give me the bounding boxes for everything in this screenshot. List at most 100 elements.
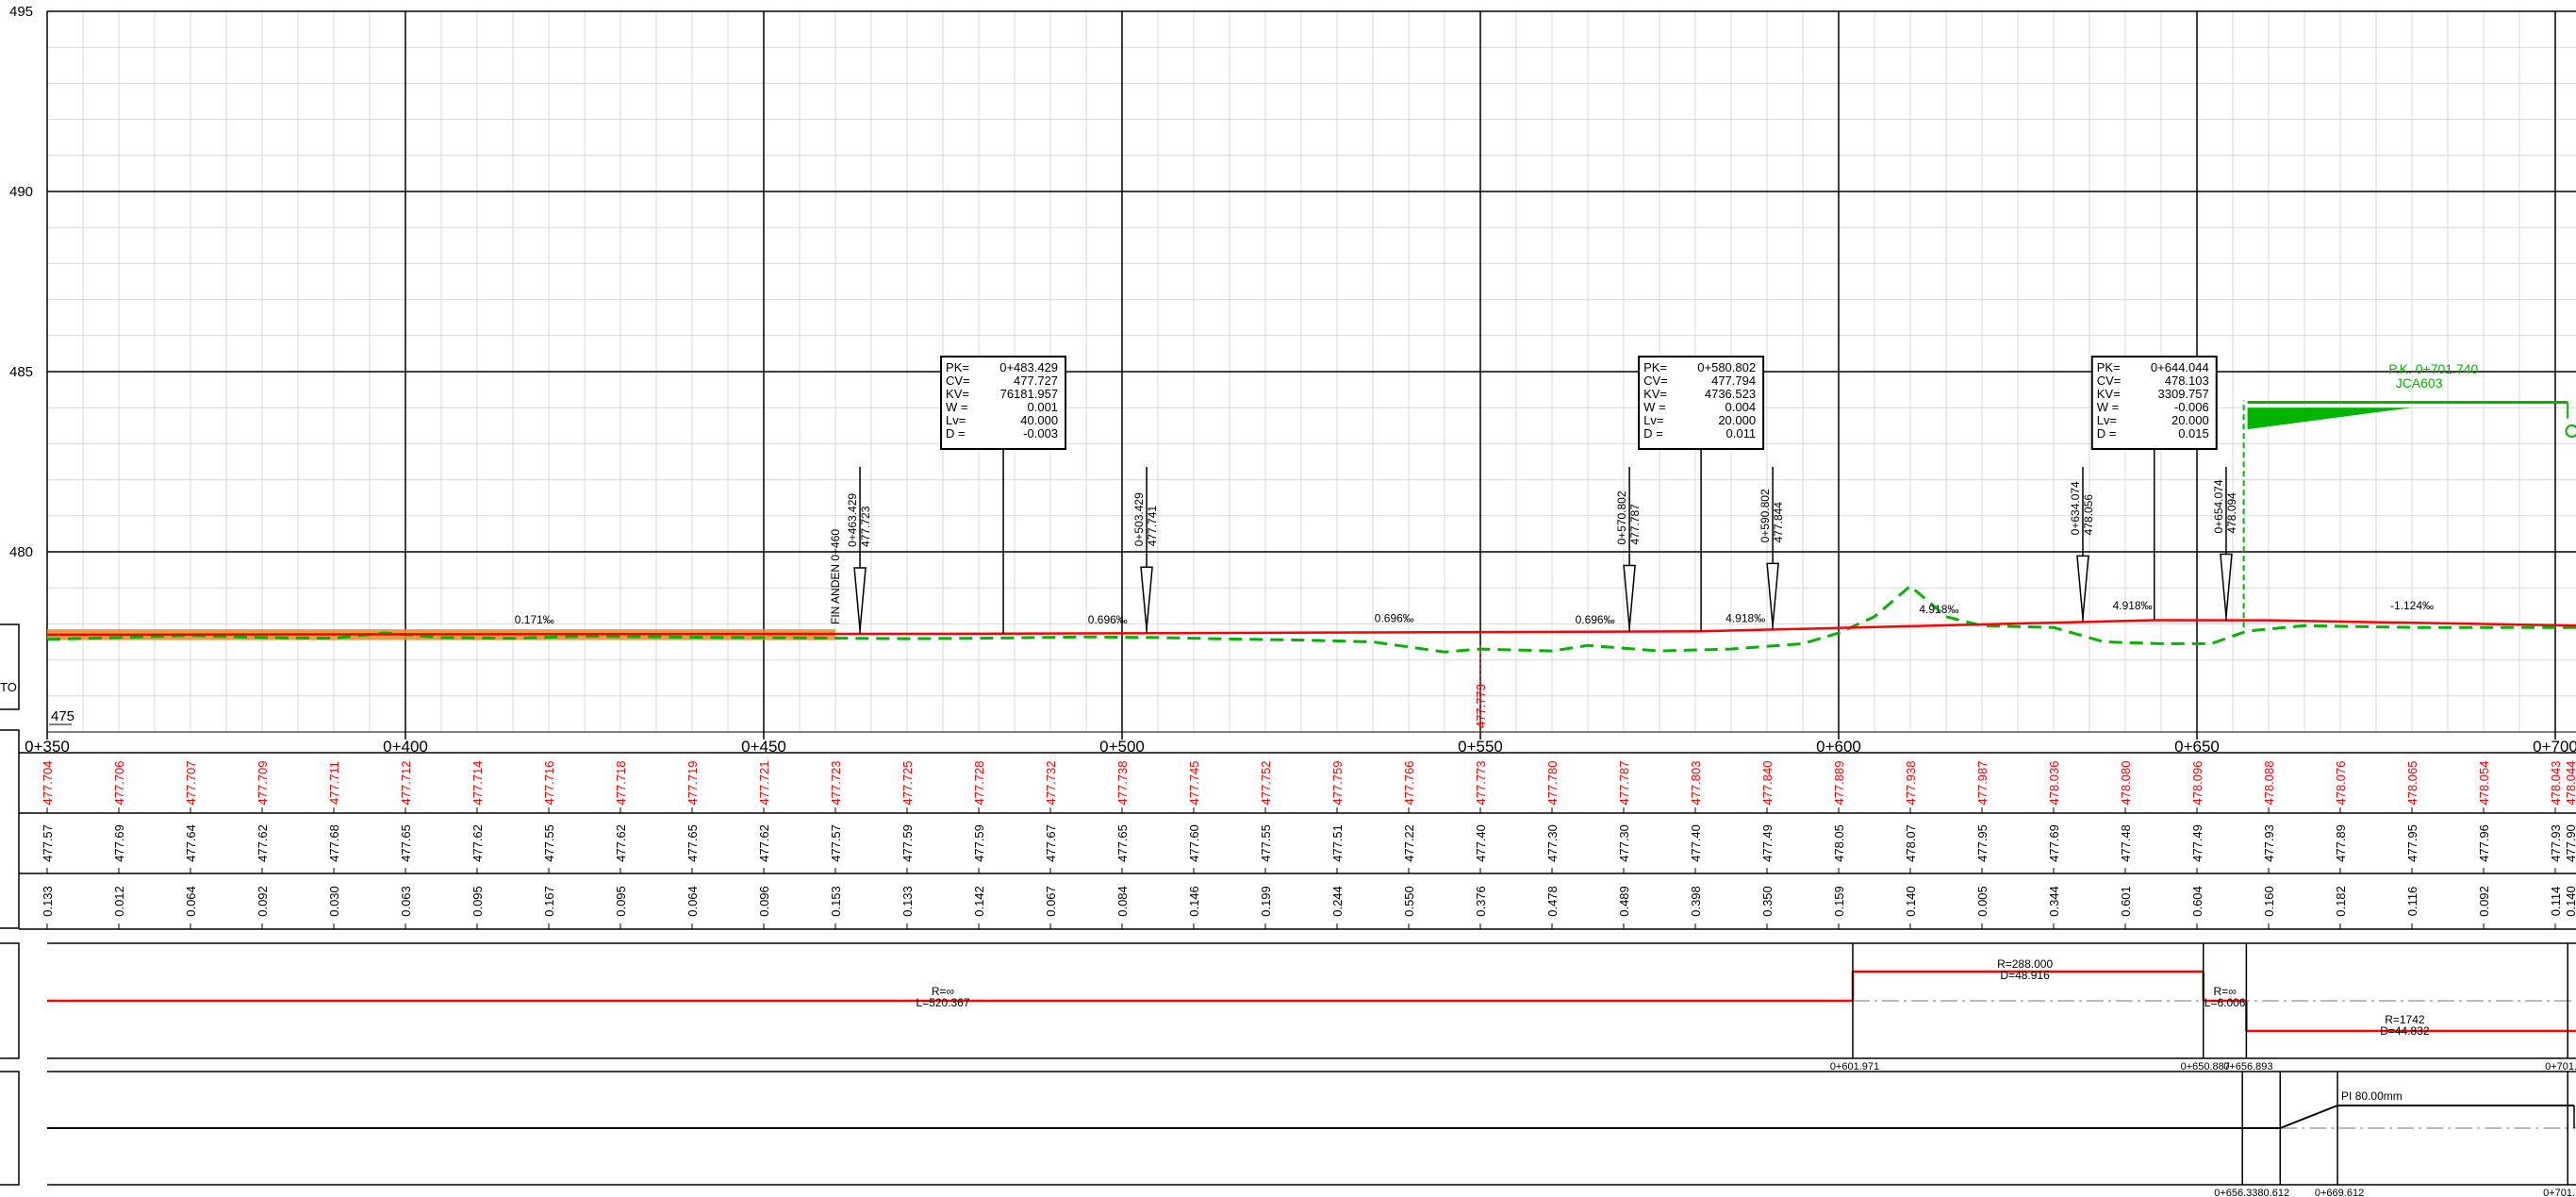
band-cell: 0.092	[256, 886, 270, 917]
station-marker-elevation: 477.723	[859, 506, 872, 547]
band-cell: 477.60	[1187, 824, 1201, 862]
structure-label-chainage: P.K. 0+701.740	[2388, 361, 2478, 376]
vertical-curve-box	[1638, 356, 1765, 450]
superelev-station-label: 0+669.612	[2315, 1188, 2364, 1197]
vertical-curve-key: KV=	[2097, 387, 2121, 401]
structure-end-circle	[2565, 424, 2576, 439]
band-cell: 0.063	[399, 886, 413, 917]
band-cell: 0.398	[1689, 886, 1703, 917]
band-cell-last: 477.90	[2564, 824, 2576, 862]
band-cell: 477.728	[972, 761, 986, 806]
band-cell: 477.745	[1187, 761, 1201, 806]
band-cell: 0.067	[1044, 886, 1058, 917]
special-point-label: 477.773	[1474, 684, 1488, 728]
band-cell: 477.30	[1617, 824, 1631, 862]
band-cell: 0.604	[2190, 886, 2204, 917]
station-marker-triangle	[1766, 562, 1779, 626]
band-cell: 477.40	[1689, 824, 1703, 862]
vertical-curve-key: Lv=	[946, 413, 966, 427]
vertical-curve-key: D =	[2097, 426, 2117, 441]
superelev-left-box	[0, 1071, 20, 1186]
band-cell: 0.146	[1187, 886, 1201, 917]
station-marker-elevation: 478.094	[2225, 492, 2238, 534]
band-cell: 477.787	[1617, 761, 1631, 806]
chainage-tick-label: 0+600	[1816, 738, 1861, 756]
axis-labels: 495 490 485 480 475 0+350 0+400 0+450 0+500 0+550…	[0, 4, 2576, 756]
band-cell-last: 478.044	[2564, 761, 2576, 806]
data-bands-table: 477.704 477.57 0.133 477.706 477.69 0.012 477.…	[0, 729, 2576, 930]
band-cell: 477.30	[1545, 824, 1560, 862]
band-cell: 477.709	[256, 761, 270, 806]
vertical-curve-boxes: PK= 0+483.429 CV= 477.727 KV= 76181.957 W = 0.0…	[940, 356, 2218, 732]
band-cell: 477.62	[614, 824, 628, 862]
station-marker-chainage: 0+654.074	[2212, 479, 2225, 533]
vertical-curve-key: Lv=	[2097, 413, 2117, 427]
vertical-curve-key: D =	[1643, 426, 1663, 441]
band-cell: 0.350	[1760, 886, 1775, 917]
band-cell: 477.716	[542, 761, 556, 806]
band-cell: 0.012	[112, 886, 126, 917]
vertical-curve-value: 40.000	[1020, 413, 1058, 427]
station-marker-chainage: 0+570.802	[1615, 490, 1628, 544]
station-marker-side-label: FIN ANDEN 0+460	[829, 529, 842, 624]
band-cell: 477.711	[327, 761, 341, 805]
band-cell: 0.030	[327, 886, 341, 917]
band-cell: 477.889	[1832, 761, 1846, 806]
station-marker-chainage: 0+634.074	[2069, 481, 2082, 535]
vertical-curve-value: 0+483.429	[999, 360, 1058, 374]
band-cell: 0.550	[1402, 886, 1416, 917]
chainage-tick-label: 0+500	[1099, 738, 1145, 756]
band-cell: 477.59	[972, 824, 986, 862]
band-cell: 477.62	[757, 824, 771, 862]
vertical-curve-value: 3309.757	[2158, 387, 2209, 401]
vertical-curve-value: 20.000	[1718, 413, 1756, 427]
band-cell: 477.59	[900, 824, 915, 862]
grade-label: -1.124‰	[2390, 599, 2434, 612]
vertical-curve-value: 477.727	[1014, 374, 1058, 388]
station-marker: 0+463.429 477.723 FIN ANDEN 0+460	[829, 467, 872, 634]
station-marker-triangle	[1623, 564, 1636, 628]
alignment-label-radius: R=1742	[2385, 1013, 2425, 1026]
vertical-curve-key: PK=	[946, 360, 969, 374]
band-cell: 477.55	[542, 824, 556, 862]
band-cell: 477.752	[1259, 761, 1273, 806]
vertical-curve: PK= 0+580.802 CV= 477.794 KV= 4736.523 W = 0.00…	[1638, 356, 1765, 632]
band-cell: 477.719	[685, 761, 700, 806]
band-cell: 0.092	[2477, 886, 2491, 917]
station-marker-elevation: 477.844	[1772, 502, 1785, 543]
vertical-curve-key: CV=	[946, 374, 970, 388]
station-marker: 0+634.074 478.056	[2069, 467, 2095, 623]
alignment-label-length: L=520.367	[916, 996, 969, 1009]
vertical-curve-value: 0+644.044	[2151, 360, 2209, 374]
band-cell: 477.718	[614, 761, 628, 806]
station-marker-elevation: 477.787	[1628, 504, 1642, 545]
band-cell: 478.088	[2262, 761, 2276, 806]
chainage-tick-label: 0+550	[1458, 738, 1503, 756]
left-partial-box	[0, 623, 20, 710]
band-cell: 477.759	[1330, 761, 1345, 806]
band-cell: 0.064	[184, 886, 198, 917]
grade-label: 0.696‰	[1088, 613, 1128, 626]
alignment-station-label: 0+656.893	[2223, 1061, 2272, 1072]
band-cell: 477.69	[112, 824, 126, 862]
band-cell: 478.096	[2190, 761, 2204, 806]
band-cell-last: 0.140	[2564, 886, 2576, 917]
band-cell: 0.114	[2549, 887, 2563, 917]
station-marker-elevation: 477.741	[1146, 506, 1159, 547]
structure-label-id: JCA603	[2396, 375, 2443, 391]
superelev-transition	[2279, 1105, 2574, 1129]
band-cell: 477.707	[184, 761, 198, 806]
station-marker-triangle	[853, 567, 867, 631]
band-cell: 0.095	[614, 886, 628, 917]
band-cell: 477.95	[1975, 824, 1990, 862]
elevation-tick-label: 490	[9, 184, 33, 200]
band-cell: 0.140	[1904, 886, 1918, 917]
vertical-curve-value: 478.103	[2165, 374, 2209, 388]
band-cell: 0.199	[1259, 886, 1273, 917]
elevation-tick-label: 485	[9, 364, 33, 380]
left-cutoff-label: TO	[0, 680, 17, 694]
band-cell: 478.036	[2047, 761, 2061, 806]
grade-label: 4.918‰	[1919, 603, 1958, 616]
